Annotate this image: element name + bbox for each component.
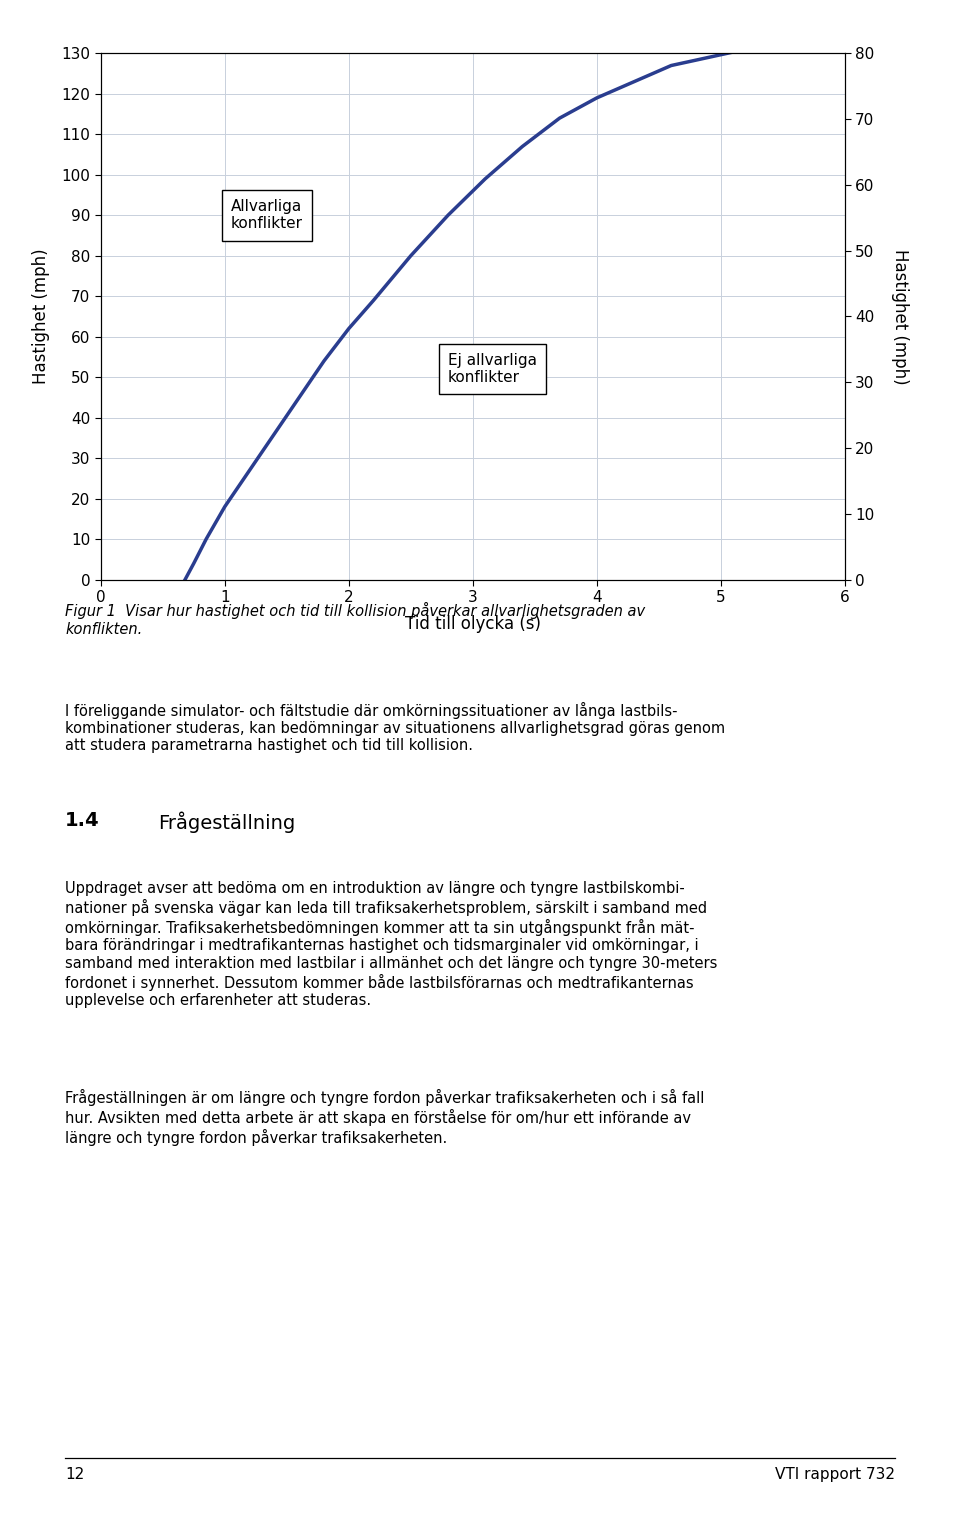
Text: VTI rapport 732: VTI rapport 732 bbox=[775, 1467, 895, 1482]
Text: Frågeställningen är om längre och tyngre fordon påverkar trafiksakerheten och i : Frågeställningen är om längre och tyngre… bbox=[65, 1089, 705, 1145]
Text: 1.4: 1.4 bbox=[65, 811, 100, 830]
Text: I föreliggande simulator- och fältstudie där omkörningssituationer av långa last: I föreliggande simulator- och fältstudie… bbox=[65, 702, 726, 753]
Text: Uppdraget avser att bedöma om en introduktion av längre och tyngre lastbilskombi: Uppdraget avser att bedöma om en introdu… bbox=[65, 881, 718, 1008]
Y-axis label: Hastighet (mph): Hastighet (mph) bbox=[33, 249, 50, 384]
Text: Allvarliga
konflikter: Allvarliga konflikter bbox=[231, 200, 303, 232]
Text: Ej allvarliga
konflikter: Ej allvarliga konflikter bbox=[448, 352, 537, 386]
Text: 12: 12 bbox=[65, 1467, 84, 1482]
X-axis label: Tid till olycka (s): Tid till olycka (s) bbox=[405, 615, 540, 633]
Text: Figur 1  Visar hur hastighet och tid till kollision påverkar allvarlighetsgraden: Figur 1 Visar hur hastighet och tid till… bbox=[65, 602, 645, 637]
Text: Frågeställning: Frågeställning bbox=[158, 811, 296, 833]
Y-axis label: Hastighet (mph): Hastighet (mph) bbox=[891, 249, 909, 384]
